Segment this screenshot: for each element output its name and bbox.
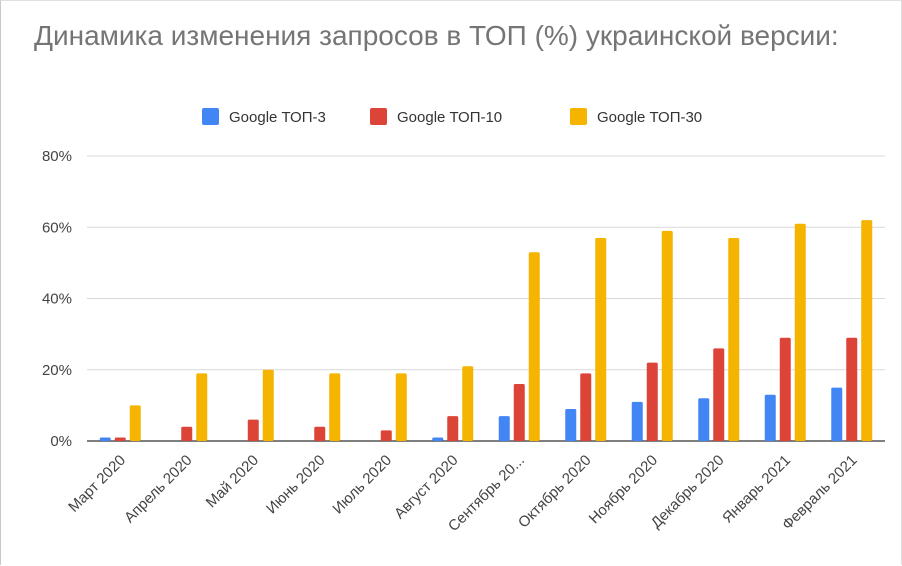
bar [595, 237, 607, 441]
bar [329, 373, 341, 441]
bar [779, 337, 791, 441]
bar [462, 366, 474, 441]
bar [498, 416, 510, 441]
bar [831, 387, 843, 441]
x-tick-label: Июнь 2020 [263, 452, 329, 518]
x-tick-label: Ноябрь 2020 [586, 452, 661, 527]
bar [447, 416, 459, 441]
bar [631, 401, 643, 441]
bar [114, 437, 126, 441]
y-tick-label: 0% [50, 433, 72, 450]
legend-label: Google ТОП-3 [229, 109, 326, 126]
bar [580, 373, 592, 441]
bar [565, 408, 577, 441]
legend-swatch [202, 108, 219, 125]
bar [728, 237, 740, 441]
legend-label: Google ТОП-30 [597, 109, 702, 126]
bar [846, 337, 858, 441]
bar [181, 426, 193, 441]
x-tick-label: Апрель 2020 [121, 452, 196, 527]
bar [129, 405, 141, 441]
bar [99, 437, 111, 441]
legend-swatch [570, 108, 587, 125]
y-tick-label: 40% [42, 291, 72, 308]
bar [861, 220, 873, 441]
bar [395, 373, 407, 441]
y-tick-label: 80% [42, 148, 72, 165]
y-tick-label: 20% [42, 362, 72, 379]
bar [262, 369, 274, 441]
bar [646, 362, 658, 441]
bar [513, 384, 525, 441]
bar [764, 394, 776, 441]
bar [314, 426, 326, 441]
bar [661, 230, 673, 441]
x-tick-label: Август 2020 [391, 452, 461, 522]
x-tick-label: Январь 2021 [719, 452, 794, 527]
y-tick-label: 60% [42, 219, 72, 236]
bar [698, 398, 710, 441]
bar [713, 348, 725, 441]
bar [432, 437, 444, 441]
bar [528, 252, 540, 441]
bar [380, 430, 392, 441]
x-tick-label: Июль 2020 [329, 452, 395, 518]
legend-swatch [370, 108, 387, 125]
bar [196, 373, 208, 441]
bar [794, 223, 806, 441]
x-tick-label: Март 2020 [65, 452, 129, 516]
legend-label: Google ТОП-10 [397, 109, 502, 126]
x-tick-label: Май 2020 [203, 452, 262, 511]
chart-title: Динамика изменения запросов в ТОП (%) ук… [34, 20, 839, 51]
bar [247, 419, 259, 441]
